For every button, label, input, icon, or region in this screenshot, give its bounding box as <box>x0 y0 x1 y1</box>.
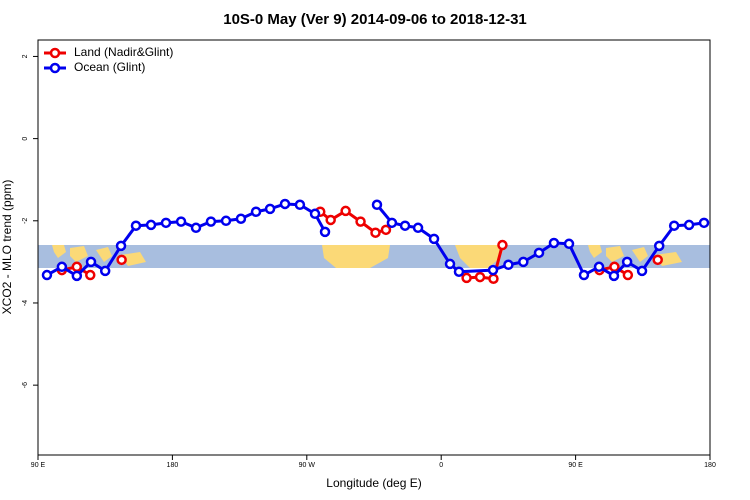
point <box>205 216 217 227</box>
y-tick-label: -6 <box>22 382 29 388</box>
point <box>325 214 336 226</box>
point <box>488 273 499 284</box>
point <box>115 240 127 252</box>
point <box>340 205 351 217</box>
y-axis-label: XCO2 - MLO trend (ppm) <box>0 180 14 315</box>
point <box>319 226 331 238</box>
x-tick-label: 0 <box>439 462 443 469</box>
point <box>264 203 276 215</box>
point <box>653 240 665 252</box>
point <box>609 261 620 273</box>
point <box>355 216 366 227</box>
point <box>652 254 663 266</box>
point <box>371 199 383 211</box>
point <box>487 264 499 276</box>
point <box>453 266 465 277</box>
y-tick-label: 2 <box>22 54 29 58</box>
point <box>250 206 262 218</box>
point <box>412 222 424 234</box>
point <box>41 269 53 281</box>
map-band <box>38 245 710 268</box>
point <box>593 261 605 273</box>
point <box>99 265 111 277</box>
point <box>380 224 392 236</box>
x-tick-label: 180 <box>167 462 179 469</box>
point <box>578 269 590 281</box>
point <box>503 259 514 271</box>
legend-marker <box>49 62 61 74</box>
land <box>455 245 505 268</box>
point <box>621 256 633 268</box>
point <box>220 215 232 227</box>
x-axis-label: Longitude (deg E) <box>326 476 421 490</box>
point <box>622 269 634 281</box>
point <box>497 239 508 251</box>
point <box>116 254 127 266</box>
point <box>160 217 172 229</box>
point <box>636 265 648 277</box>
point <box>71 261 83 273</box>
x-tick-label: 90 E <box>31 462 46 469</box>
point <box>145 219 157 231</box>
point <box>428 233 440 245</box>
point <box>608 270 620 282</box>
point <box>461 272 472 284</box>
point <box>294 199 306 211</box>
point <box>370 227 381 238</box>
legend-label: Land (Nadir&Glint) <box>74 45 173 59</box>
point <box>668 220 680 231</box>
chart-title: 10S-0 May (Ver 9) 2014-09-06 to 2018-12-… <box>223 11 527 28</box>
point <box>85 269 96 281</box>
x-tick-label: 90 E <box>568 462 583 469</box>
point <box>399 220 411 231</box>
point <box>309 208 321 220</box>
point <box>698 217 710 229</box>
land <box>52 245 146 266</box>
legend-label: Ocean (Glint) <box>74 60 145 74</box>
y-tick-label: -4 <box>22 300 29 306</box>
plot-frame <box>37 39 711 456</box>
point <box>130 220 142 231</box>
point <box>235 213 247 224</box>
point <box>548 237 560 249</box>
point <box>386 217 398 229</box>
point <box>56 261 68 273</box>
point <box>518 256 529 268</box>
land <box>322 245 390 268</box>
x-tick-label: 90 W <box>299 462 316 469</box>
point <box>683 219 695 231</box>
point <box>175 216 187 227</box>
y-tick-label: -2 <box>22 218 29 224</box>
point <box>444 258 456 270</box>
point <box>71 270 83 282</box>
point <box>85 256 97 268</box>
point <box>474 271 486 283</box>
y-tick-label: 0 <box>22 137 29 141</box>
point <box>563 238 575 250</box>
point <box>533 247 545 259</box>
x-tick-label: 180 <box>704 462 716 469</box>
point <box>279 198 291 210</box>
point <box>190 222 202 234</box>
legend-marker <box>49 47 61 59</box>
